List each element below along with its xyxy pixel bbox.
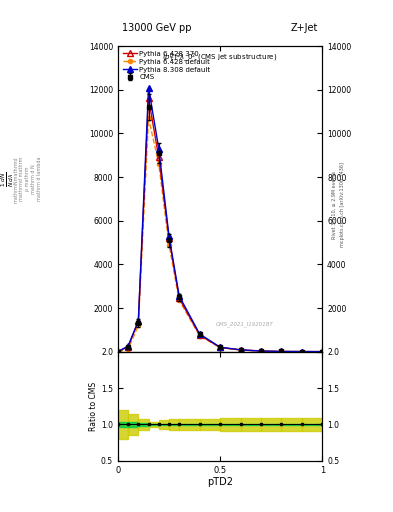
Pythia 6.428 370 [167, 235, 171, 241]
Pythia 6.428 370 [156, 154, 161, 160]
Line: Pythia 6.428 370: Pythia 6.428 370 [115, 96, 325, 354]
Pythia 8.308 default [299, 349, 304, 355]
Text: CMS_2021_I1920187: CMS_2021_I1920187 [216, 322, 274, 327]
Pythia 8.308 default [197, 331, 202, 337]
Legend: Pythia 6.428 370, Pythia 6.428 default, Pythia 8.308 default, CMS: Pythia 6.428 370, Pythia 6.428 default, … [121, 50, 212, 82]
Pythia 6.428 default [299, 349, 304, 355]
Pythia 6.428 default [136, 323, 141, 329]
Pythia 6.428 370 [218, 345, 222, 351]
Pythia 6.428 370 [320, 349, 325, 355]
Pythia 8.308 default [126, 343, 130, 349]
Pythia 6.428 370 [116, 349, 120, 355]
Pythia 6.428 default [238, 347, 243, 353]
Text: mathrmNmathrmd
mathrmd mathrm
p mathrm
mathrm d N
mathrm d lambda: mathrmNmathrmd mathrmd mathrm p mathrm m… [13, 156, 42, 203]
Pythia 8.308 default [320, 349, 325, 355]
Pythia 8.308 default [136, 318, 141, 324]
Pythia 6.428 default [146, 115, 151, 121]
Pythia 8.308 default [177, 293, 182, 299]
Y-axis label: Ratio to CMS: Ratio to CMS [89, 381, 98, 431]
Pythia 6.428 370 [146, 95, 151, 101]
Pythia 6.428 default [116, 349, 120, 355]
Pythia 6.428 default [177, 297, 182, 304]
Pythia 6.428 default [259, 348, 263, 354]
Pythia 8.308 default [238, 347, 243, 353]
Pythia 8.308 default [146, 84, 151, 91]
Pythia 8.308 default [259, 348, 263, 354]
Text: $\frac{1}{N}\frac{dN}{d\lambda}$: $\frac{1}{N}\frac{dN}{d\lambda}$ [0, 172, 16, 187]
Pythia 6.428 default [218, 345, 222, 351]
Pythia 6.428 370 [136, 318, 141, 324]
Text: Z+Jet: Z+Jet [291, 23, 318, 33]
Pythia 8.308 default [218, 344, 222, 350]
Pythia 6.428 default [320, 349, 325, 355]
Pythia 6.428 default [197, 333, 202, 339]
Pythia 6.428 370 [238, 347, 243, 353]
Pythia 8.308 default [156, 145, 161, 152]
Pythia 6.428 370 [126, 344, 130, 350]
Text: Rivet 3.1.10, ≥ 2.9M events: Rivet 3.1.10, ≥ 2.9M events [332, 170, 337, 239]
Pythia 6.428 default [167, 242, 171, 248]
Text: $(p_T^D)^2\lambda\_0^2$ (CMS jet substructure): $(p_T^D)^2\lambda\_0^2$ (CMS jet substru… [162, 52, 278, 66]
Pythia 6.428 370 [197, 332, 202, 338]
Pythia 8.308 default [167, 233, 171, 239]
Pythia 6.428 370 [259, 348, 263, 354]
X-axis label: pTD2: pTD2 [207, 477, 233, 487]
Pythia 6.428 default [126, 346, 130, 352]
Line: Pythia 6.428 default: Pythia 6.428 default [116, 116, 324, 354]
Pythia 6.428 370 [177, 295, 182, 301]
Pythia 6.428 default [156, 161, 161, 167]
Pythia 8.308 default [116, 349, 120, 355]
Pythia 8.308 default [279, 348, 284, 354]
Pythia 6.428 370 [279, 348, 284, 354]
Pythia 6.428 370 [299, 349, 304, 355]
Line: Pythia 8.308 default: Pythia 8.308 default [115, 85, 325, 354]
Pythia 6.428 default [279, 349, 284, 355]
Text: 13000 GeV pp: 13000 GeV pp [122, 23, 191, 33]
Text: mcplots.cern.ch [arXiv:1306.3436]: mcplots.cern.ch [arXiv:1306.3436] [340, 162, 345, 247]
